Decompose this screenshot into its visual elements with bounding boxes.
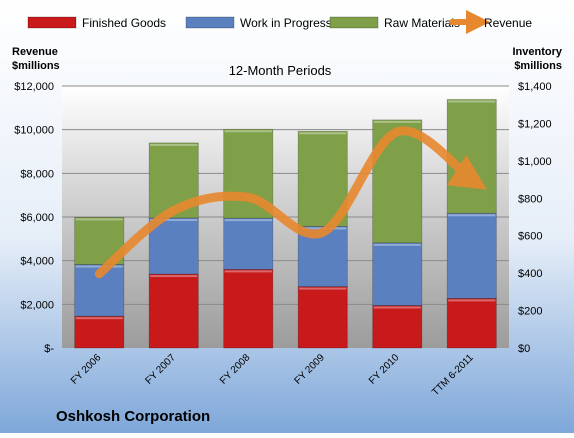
- bar-highlight: [150, 275, 197, 277]
- bar-highlight: [374, 307, 421, 309]
- bar-segment: [373, 306, 422, 348]
- bar-highlight: [76, 266, 123, 268]
- bar-highlight: [299, 288, 346, 290]
- bar-highlight: [150, 144, 197, 146]
- bar-segment: [224, 269, 273, 348]
- right-tick-label: $200: [518, 306, 542, 318]
- right-tick-label: $1,200: [518, 118, 552, 130]
- bar-segment: [373, 243, 422, 306]
- legend-label: Finished Goods: [82, 16, 166, 30]
- left-tick-label: $10,000: [14, 125, 54, 137]
- right-tick-label: $1,000: [518, 156, 552, 168]
- bar-segment: [298, 287, 347, 348]
- bar-highlight: [448, 214, 495, 216]
- chart-subtitle: 12-Month Periods: [229, 63, 332, 78]
- bar-segment: [224, 218, 273, 269]
- left-axis-title-line-2: $millions: [12, 60, 60, 72]
- left-axis-title-line-1: Revenue: [12, 46, 58, 58]
- left-tick-label: $8,000: [20, 168, 54, 180]
- bar-segment: [373, 120, 422, 243]
- legend-swatch: [330, 17, 378, 28]
- left-tick-label: $4,000: [20, 256, 54, 268]
- bar-highlight: [448, 299, 495, 301]
- bar-highlight: [448, 100, 495, 102]
- bar-highlight: [374, 121, 421, 123]
- right-tick-label: $1,400: [518, 81, 552, 93]
- bar-segment: [447, 213, 496, 298]
- legend: Finished Goods Work in Progress Raw Materi…: [28, 16, 532, 30]
- right-tick-label: $800: [518, 193, 542, 205]
- company-title: Oshkosh Corporation: [56, 408, 210, 425]
- bar-highlight: [225, 270, 272, 272]
- legend-label: Revenue: [484, 16, 532, 30]
- legend-label: Work in Progress: [240, 16, 332, 30]
- legend-swatch: [28, 17, 76, 28]
- bar-highlight: [299, 132, 346, 134]
- right-axis-title-line-2: $millions: [514, 60, 562, 72]
- bar-highlight: [374, 244, 421, 246]
- bar-highlight: [225, 219, 272, 221]
- bar-segment: [75, 316, 124, 348]
- bar-highlight: [225, 130, 272, 132]
- right-tick-label: $400: [518, 268, 542, 280]
- legend-label: Raw Materials: [384, 16, 460, 30]
- right-tick-label: $0: [518, 343, 530, 355]
- bar-segment: [447, 99, 496, 213]
- bar-segment: [447, 298, 496, 348]
- left-tick-label: $6,000: [20, 212, 54, 224]
- left-tick-label: $-: [44, 343, 54, 355]
- right-tick-label: $600: [518, 231, 542, 243]
- right-axis-title-line-1: Inventory: [512, 46, 562, 58]
- left-tick-label: $12,000: [14, 81, 54, 93]
- bar-highlight: [76, 317, 123, 319]
- bar-segment: [149, 274, 198, 348]
- bar-highlight: [76, 218, 123, 220]
- left-tick-label: $2,000: [20, 299, 54, 311]
- legend-swatch: [186, 17, 234, 28]
